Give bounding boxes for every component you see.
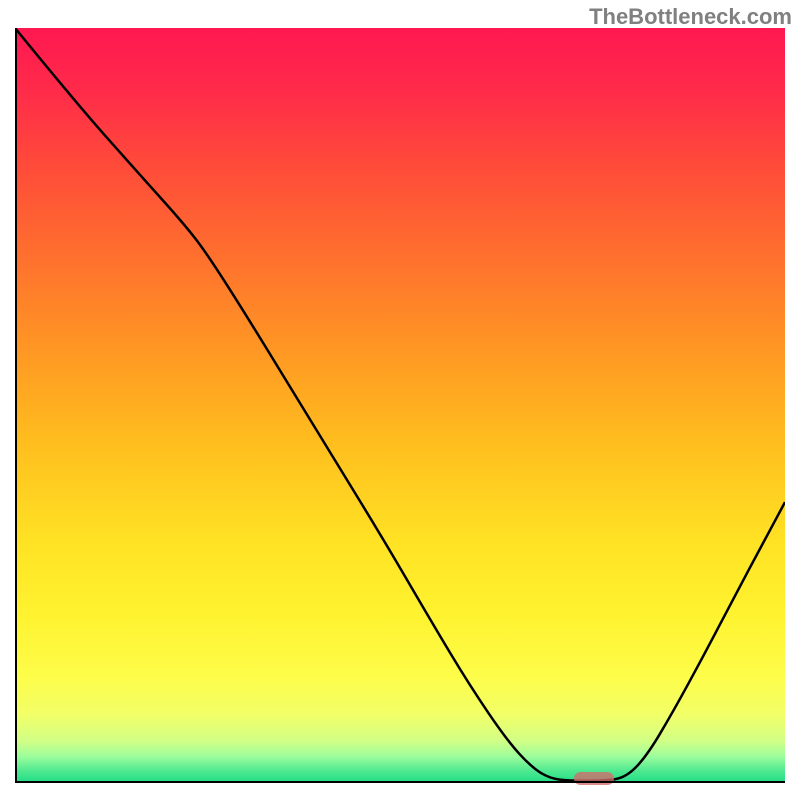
watermark-label: TheBottleneck.com	[589, 4, 792, 30]
optimal-marker	[574, 772, 614, 784]
plot-area	[15, 28, 785, 783]
gradient-background	[15, 28, 785, 783]
gradient-rect	[15, 28, 785, 783]
chart-container: TheBottleneck.com	[0, 0, 800, 800]
